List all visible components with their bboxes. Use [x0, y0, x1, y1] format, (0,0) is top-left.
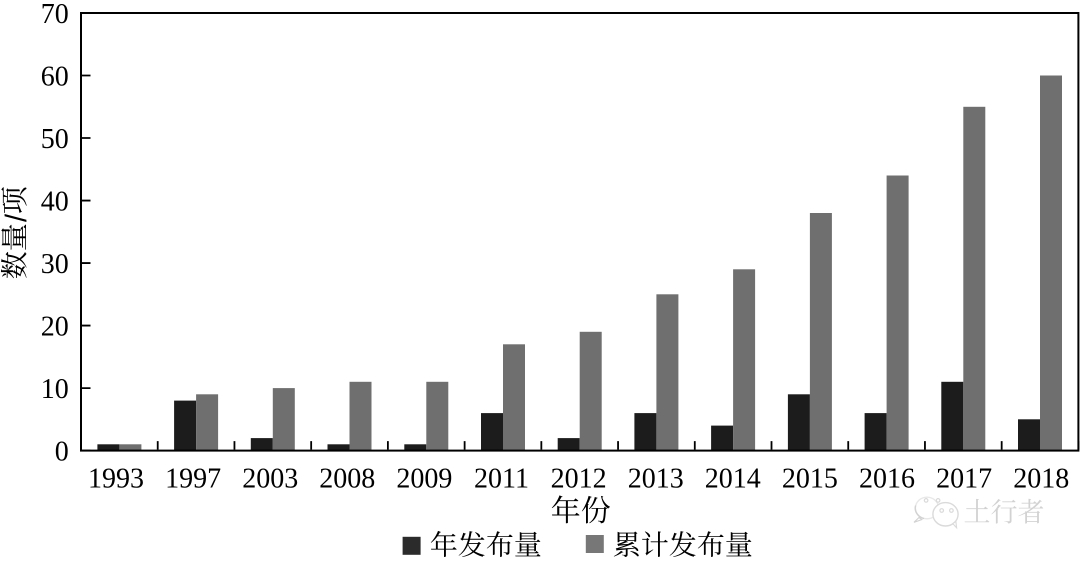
svg-text:2003: 2003 — [242, 464, 298, 495]
svg-text:0: 0 — [55, 437, 69, 468]
svg-text:30: 30 — [41, 249, 69, 280]
svg-text:2016: 2016 — [859, 464, 915, 495]
svg-text:50: 50 — [41, 124, 69, 155]
svg-text:1997: 1997 — [165, 464, 221, 495]
svg-text:2011: 2011 — [474, 464, 529, 495]
svg-text:2009: 2009 — [396, 464, 452, 495]
svg-text:2008: 2008 — [319, 464, 375, 495]
svg-text:2017: 2017 — [936, 464, 992, 495]
svg-text:70: 70 — [41, 0, 69, 30]
svg-text:20: 20 — [41, 312, 69, 343]
svg-text:2014: 2014 — [705, 464, 761, 495]
svg-text:1993: 1993 — [88, 464, 144, 495]
svg-text:40: 40 — [41, 187, 69, 218]
svg-text:2012: 2012 — [551, 464, 607, 495]
svg-text:2018: 2018 — [1013, 464, 1069, 495]
svg-text:60: 60 — [41, 62, 69, 93]
svg-text:2015: 2015 — [782, 464, 838, 495]
svg-text:2013: 2013 — [628, 464, 684, 495]
svg-text:10: 10 — [41, 374, 69, 405]
